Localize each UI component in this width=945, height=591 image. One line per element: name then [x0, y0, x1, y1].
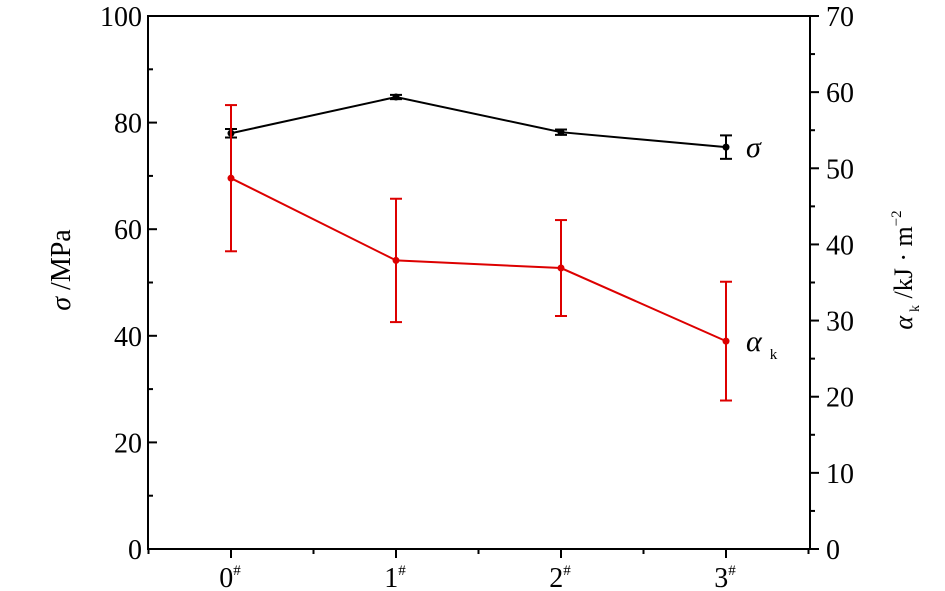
x-tick-number: 0 — [219, 563, 233, 591]
data-point — [557, 128, 565, 136]
right-axis-exponent: −2 — [889, 210, 905, 226]
left-tick-label: 20 — [114, 428, 142, 459]
left-tick-label: 40 — [114, 322, 142, 353]
series-label: σ — [746, 131, 762, 164]
series-label-subscript: k — [770, 347, 778, 363]
left-tick-label: 100 — [100, 2, 142, 33]
left-tick-label: 80 — [114, 109, 142, 140]
right-tick-label: 0 — [826, 535, 840, 566]
x-tick-label: 0# — [219, 563, 241, 591]
left-tick-label: 0 — [128, 535, 142, 566]
x-tick-label: 3# — [714, 563, 736, 591]
plot-frame — [147, 15, 811, 550]
series-0: σ — [225, 93, 762, 164]
series-line — [230, 95, 727, 149]
left-axis-ticks: 0 20 40 60 80 100 — [100, 2, 157, 566]
x-tick-number: 1 — [384, 563, 398, 591]
right-tick-label: 50 — [826, 154, 854, 185]
left-axis-unit: /MPa — [46, 229, 77, 297]
data-point — [392, 93, 400, 101]
data-point — [227, 174, 235, 182]
x-tick-superscript: # — [233, 563, 241, 579]
right-axis-ticks: 0 10 20 30 40 50 60 70 — [810, 2, 854, 566]
series-label-symbol: α — [746, 325, 763, 358]
data-point — [722, 337, 730, 345]
x-tick-superscript: # — [728, 563, 736, 579]
left-axis-label: σ /MPa — [46, 229, 77, 311]
right-tick-label: 60 — [826, 78, 854, 109]
right-axis-symbol: α — [889, 315, 918, 330]
right-tick-label: 40 — [826, 230, 854, 261]
series-line — [230, 177, 727, 343]
right-tick-label: 20 — [826, 383, 854, 414]
x-axis-ticks: 0# 1# 2# 3# — [147, 549, 810, 591]
data-point — [392, 256, 400, 264]
left-axis-symbol: σ — [46, 296, 77, 311]
series-layer: σ α k — [225, 93, 778, 402]
x-tick-superscript: # — [398, 563, 406, 579]
x-tick-superscript: # — [563, 563, 571, 579]
right-tick-label: 30 — [826, 307, 854, 338]
right-axis-subscript: k — [908, 305, 923, 312]
data-point — [557, 264, 565, 272]
x-tick-label: 2# — [549, 563, 571, 591]
x-tick-number: 2 — [549, 563, 563, 591]
right-tick-label: 70 — [826, 2, 854, 33]
x-tick-number: 3 — [714, 563, 728, 591]
right-axis-unit: /kJ · m — [889, 226, 918, 305]
x-tick-label: 1# — [384, 563, 406, 591]
data-point — [722, 143, 730, 151]
left-tick-label: 60 — [114, 215, 142, 246]
right-axis-label: αk /kJ · m−2 — [889, 210, 923, 329]
right-tick-label: 10 — [826, 459, 854, 490]
series-label-symbol: σ — [746, 131, 762, 164]
